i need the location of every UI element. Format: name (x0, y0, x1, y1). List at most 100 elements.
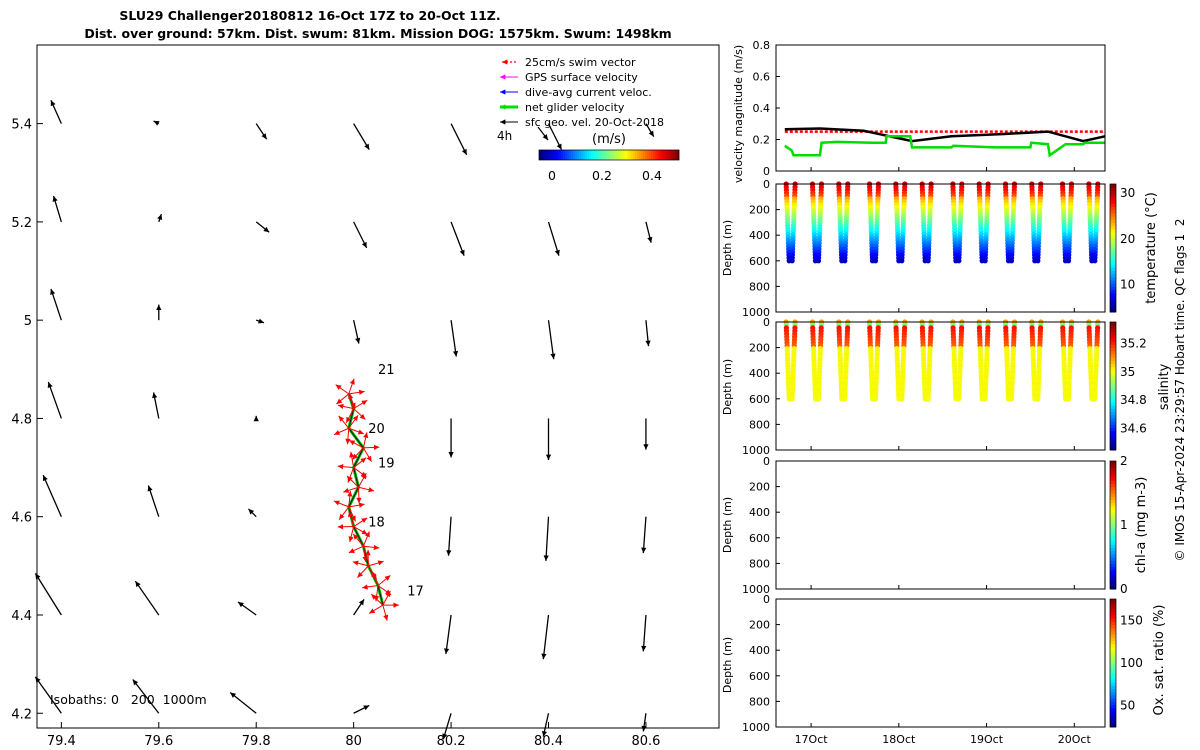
swim-vector-3-4-head (353, 533, 359, 540)
sfc-vector-38-head (541, 653, 547, 660)
chla-cbar-cell-39 (1110, 461, 1116, 465)
sfc-vector-24 (448, 418, 454, 458)
sfc-vector-18 (450, 320, 459, 357)
sfc-vector-39-shaft (642, 614, 647, 652)
chla-cbar-tick-2: 2 (1120, 454, 1128, 468)
sfc-vector-46-head (641, 725, 647, 732)
salinity-cbar-cell-3 (1110, 437, 1116, 441)
map-cbar-cell-7 (553, 150, 556, 160)
chla-cbar-cell-8 (1110, 560, 1116, 564)
map-cbar-cell-56 (651, 150, 654, 160)
oxygen-cbar-cell-33 (1110, 618, 1116, 622)
swim-vector-9-0-head (334, 430, 341, 435)
velocity-ytick-label-2: 0.4 (753, 102, 771, 115)
chla-cbar-cell-38 (1110, 464, 1116, 468)
sfc-vector-4-shaft (450, 123, 468, 156)
swim-vector-2-2-head (377, 560, 384, 566)
swim-vector-11-4-head (349, 378, 355, 385)
salinity-cbar-cell-33 (1110, 341, 1116, 345)
oxygen-cbar-cell-14 (1110, 679, 1116, 683)
temperature-cbar-cell-24 (1110, 232, 1116, 236)
swim-vector-2-3 (367, 565, 378, 580)
swim-vector-10-4-head (337, 403, 344, 409)
sfc-vector-30-shaft (447, 516, 452, 556)
map-cbar-cell-51 (641, 150, 644, 160)
temperature-cbar-cell-7 (1110, 286, 1116, 291)
velocity-ytick-label-1: 0.2 (753, 134, 771, 147)
salinity-cbar-tick-3: 35.2 (1120, 336, 1147, 350)
salinity-cbar-cell-10 (1110, 414, 1116, 419)
salinity-cbar-cell-25 (1110, 366, 1116, 371)
map-cbar-cell-42 (623, 150, 626, 160)
swim-vector-0-3 (370, 593, 384, 606)
sfc-vector-32-shaft (642, 516, 647, 554)
swim-vector-4-1-head (348, 536, 354, 543)
swim-vector-3-2-head (362, 556, 368, 563)
sfc-vector-19 (547, 320, 556, 360)
sfc-vector-36 (353, 599, 365, 616)
salinity-cbar-cell-0 (1110, 446, 1116, 451)
map-cbar-cell-47 (633, 150, 636, 160)
map-colorbar-tick-2: 0.4 (642, 168, 662, 183)
swim-vector-10-1-head (361, 400, 368, 406)
temperature-cbar-cell-1 (1110, 305, 1116, 310)
swim-vector-10-3 (345, 408, 355, 424)
temperature-cbar-cell-15 (1110, 260, 1116, 265)
map-ytick-label-1: 4.4 (11, 609, 32, 624)
map-cbar-cell-55 (649, 150, 652, 160)
swim-vector-2-1 (365, 549, 371, 566)
temperature-cbar-cell-33 (1110, 203, 1116, 207)
temperature-cbar-cell-29 (1110, 216, 1116, 220)
salinity-panel: 0 200 400 600 800 1000 34.6 34.8 35 35.2 (742, 316, 1147, 457)
map-xtick-label-5: 80.4 (534, 734, 563, 749)
swim-vector-8-2 (349, 439, 364, 449)
salinity-pt2-0-26 (789, 396, 795, 402)
swim-vector-0-2 (368, 604, 384, 614)
salinity-cbar-label: salinity (1157, 363, 1172, 410)
swim-vector-5-1 (333, 500, 349, 508)
map-cbar-cell-4 (547, 150, 550, 160)
temperature-cbar-cell-3 (1110, 299, 1116, 303)
swim-vector-7-0-head (360, 457, 367, 464)
temperature-cbar-cell-17 (1110, 254, 1116, 259)
salinity-cbar-cell-32 (1110, 344, 1116, 349)
swim-vector-8-4 (363, 444, 380, 451)
sfc-vector-7 (52, 195, 62, 223)
chla-cbar-cell-20 (1110, 521, 1116, 526)
legend-scale-arrow-head (542, 134, 548, 140)
isobaths-label: Isobaths: 0 200 1000m (50, 692, 207, 707)
swim-vector-1-4 (377, 585, 392, 596)
swim-vector-7-3-head (337, 464, 344, 470)
sfc-vector-6-head (648, 130, 654, 137)
day-label-20: 20 (368, 422, 385, 437)
sfc-vector-11-shaft (450, 221, 465, 256)
oxygen-cbar-tick-1: 100 (1120, 656, 1143, 670)
legend-symbols (500, 59, 549, 141)
oxygen-cbar-cell-15 (1110, 675, 1116, 680)
map-cbar-cell-65 (669, 150, 672, 160)
map-cbar-cell-69 (677, 150, 680, 160)
oxygen-cbar-cell-8 (1110, 698, 1116, 702)
sfc-vector-4-head (461, 148, 467, 155)
sfc-vector-45 (541, 713, 550, 737)
sfc-vector-26-head (643, 444, 649, 450)
swim-vector-7-1 (353, 467, 367, 478)
sfc-vector-28-head (147, 485, 153, 492)
sfc-vector-19-shaft (547, 320, 555, 360)
swim-vector-8-1 (351, 447, 364, 460)
salinity-cbar-cell-20 (1110, 382, 1116, 387)
oxygen-cbar-cell-4 (1110, 711, 1116, 715)
temperature-cbar-cell-27 (1110, 222, 1116, 227)
temperature-ytick-label-4: 800 (749, 280, 770, 293)
chla-cbar-cell-9 (1110, 557, 1116, 561)
sfc-vector-23 (253, 415, 259, 422)
oxygen-cbar-cell-19 (1110, 663, 1116, 667)
temperature-pt2-3-26 (872, 258, 879, 264)
map-cbar-cell-11 (561, 150, 564, 160)
map-xtick-label-6: 80.6 (631, 734, 660, 749)
temperature-ytick-label-3: 600 (749, 255, 770, 268)
map-cbar-cell-38 (615, 150, 618, 160)
sfc-vector-15 (156, 304, 162, 321)
swim-vector-6-4-head (343, 487, 350, 493)
sfc-vector-38 (541, 614, 550, 660)
